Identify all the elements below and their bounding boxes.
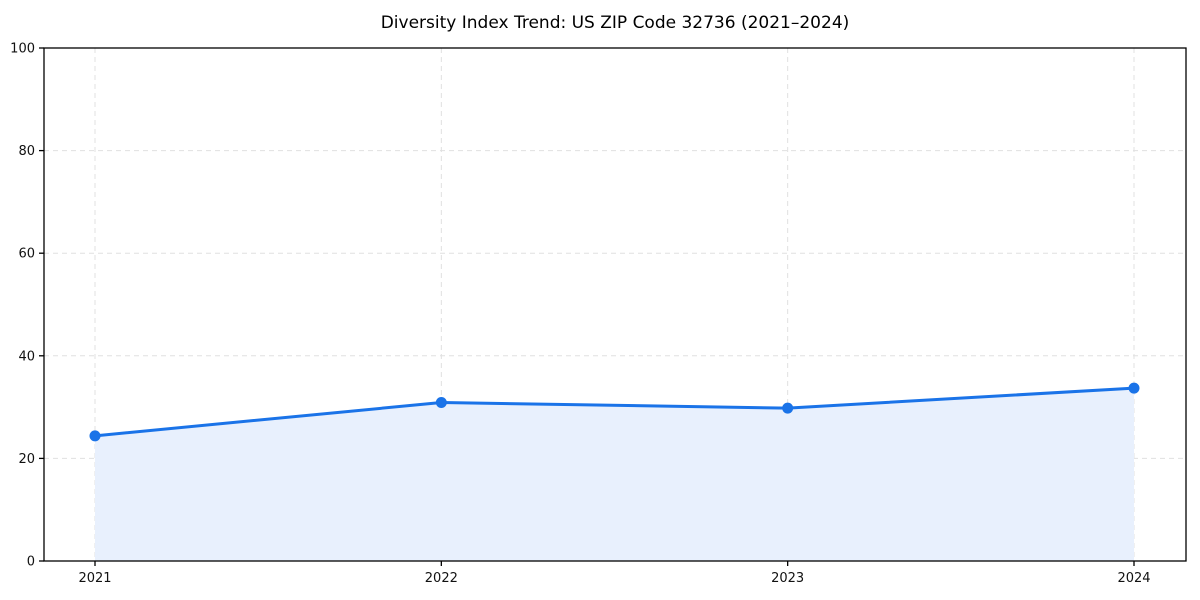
plot-border	[43, 47, 1187, 562]
x-tick-label: 2022	[425, 571, 458, 586]
y-tick-label: 100	[10, 42, 35, 57]
chart-title: Diversity Index Trend: US ZIP Code 32736…	[381, 13, 850, 33]
y-tick-label: 60	[18, 247, 35, 262]
plot-area: 0 20 40 60 80 100 2021 2022 2023 2024	[10, 42, 1187, 586]
series-line	[93, 386, 1136, 438]
data-point-marker	[435, 396, 447, 408]
y-tick-label: 80	[18, 144, 35, 159]
y-tick-label: 40	[18, 349, 35, 364]
x-tick-label: 2023	[771, 571, 804, 586]
data-point-marker	[782, 402, 794, 414]
x-tick-label: 2024	[1117, 571, 1150, 586]
data-point-marker	[1128, 382, 1140, 394]
data-point-marker	[89, 430, 101, 442]
y-tick-label: 0	[27, 555, 35, 570]
series-area-fill	[95, 388, 1134, 561]
x-tick-label: 2021	[78, 571, 111, 586]
y-tick-label: 20	[18, 452, 35, 467]
